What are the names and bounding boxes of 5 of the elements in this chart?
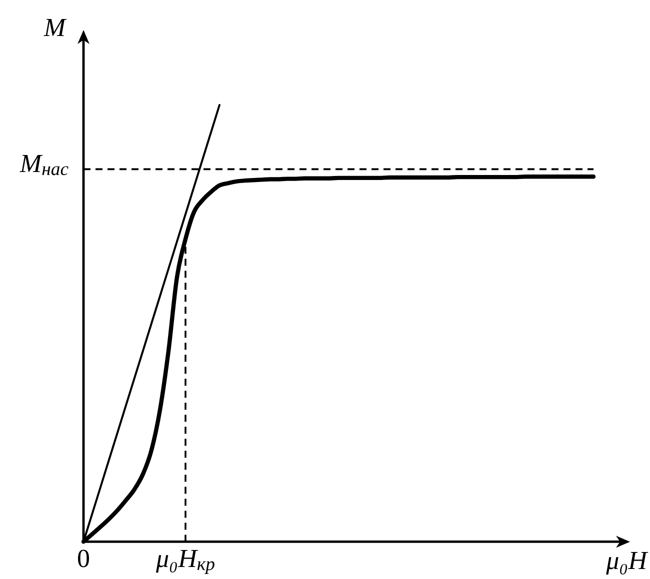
x-tick-label: 0 xyxy=(77,544,90,573)
x-axis-title: μ₀H xyxy=(605,546,648,575)
ref-line-label: M$_{нас}$ xyxy=(18,149,70,181)
y-axis-title: M xyxy=(42,13,67,42)
x-tick-label: μ₀H$_{кр}$ xyxy=(155,544,215,576)
